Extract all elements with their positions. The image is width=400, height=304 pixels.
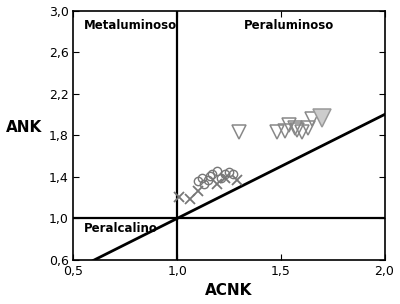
- Text: Metaluminoso: Metaluminoso: [84, 19, 177, 32]
- Text: Peraluminoso: Peraluminoso: [244, 19, 334, 32]
- Text: Peralcalino: Peralcalino: [84, 222, 158, 235]
- X-axis label: ACNK: ACNK: [205, 283, 253, 299]
- Y-axis label: ANK: ANK: [6, 120, 42, 135]
